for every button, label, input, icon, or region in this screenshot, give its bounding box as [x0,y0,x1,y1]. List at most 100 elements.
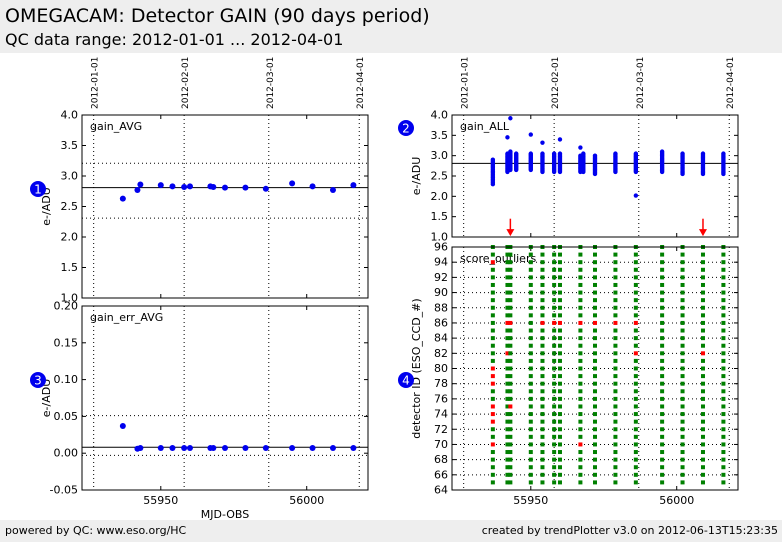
score-ok-marker [660,419,665,424]
score-ok-marker [660,298,665,303]
score-ok-marker [557,457,562,462]
p1-ytick-label: 1.0 [61,292,79,305]
p2-ytick-label: 1.0 [431,231,449,244]
score-ok-marker [540,290,545,295]
score-ok-marker [508,480,513,485]
score-ok-marker [660,336,665,341]
score-ok-marker [557,381,562,386]
gain-err-avg-point [329,445,336,452]
score-ok-marker [540,434,545,439]
score-ok-marker [721,313,726,318]
score-ok-marker [680,419,685,424]
gain-all-point [592,153,598,158]
score-ok-marker [552,358,557,363]
score-ok-marker [490,389,495,394]
gain-all-point [680,151,685,156]
gain-err-avg-point [169,445,176,452]
score-ok-marker [593,457,597,462]
score-ok-marker [505,336,510,341]
score-ok-marker [552,336,557,341]
score-ok-marker [700,358,705,363]
score-ok-marker [578,465,583,470]
gain-avg-point [309,183,316,190]
score-ok-marker [633,412,638,417]
score-ok-marker [721,472,726,477]
score-ok-marker [578,434,583,439]
score-outlier-marker [490,260,495,265]
score-ok-marker [505,404,510,409]
p3-xlabel: MJD-OBS [201,508,249,521]
score-ok-marker [528,419,533,424]
score-ok-marker [557,328,562,333]
score-ok-marker [633,260,638,265]
score-ok-marker [490,328,495,333]
score-ok-marker [613,457,618,462]
score-ok-marker [540,351,545,356]
gain-avg-point [157,182,164,189]
score-ok-marker [490,457,495,462]
score-outlier-marker [578,442,583,447]
score-ok-marker [508,267,513,272]
score-ok-marker [528,252,533,257]
score-ok-marker [721,374,726,379]
score-ok-marker [680,252,685,257]
score-ok-marker [508,465,513,470]
gain-err-avg-point [289,445,296,452]
score-ok-marker [721,351,726,356]
score-ok-marker [552,267,557,272]
score-ok-marker [552,389,557,394]
score-ok-marker [700,457,705,462]
score-ok-marker [680,336,685,341]
score-ok-marker [700,472,705,477]
score-ok-marker [490,305,495,310]
score-ok-marker [557,434,562,439]
score-ok-marker [721,358,726,363]
score-ok-marker [700,366,705,371]
score-ok-marker [505,389,510,394]
p4-ytick-label: 90 [434,286,448,299]
score-ok-marker [557,465,562,470]
page-subtitle: QC data range: 2012-01-01 ... 2012-04-01 [5,30,344,49]
score-ok-marker [633,381,638,386]
score-ok-marker [660,427,665,432]
score-ok-marker [613,351,618,356]
p1-date-label: 2012-01-01 [91,57,101,109]
score-ok-marker [633,450,638,455]
score-ok-marker [508,252,513,257]
score-ok-marker [578,389,583,394]
score-ok-marker [505,381,510,386]
score-ok-marker [578,313,583,318]
score-ok-marker [721,267,726,272]
score-ok-marker [508,396,513,401]
p1-ytick-label: 4.0 [61,109,79,122]
score-ok-marker [490,427,495,432]
score-ok-marker [508,260,513,265]
score-ok-marker [540,336,545,341]
score-ok-marker [508,434,513,439]
score-ok-marker [508,305,513,310]
score-ok-marker [633,328,638,333]
score-ok-marker [557,305,562,310]
score-ok-marker [593,366,597,371]
score-ok-marker [508,442,513,447]
score-ok-marker [613,343,618,348]
score-ok-marker [505,358,510,363]
score-ok-marker [660,260,665,265]
score-ok-marker [633,419,638,424]
score-ok-marker [633,366,638,371]
gain-all-point [613,151,618,156]
gain-all-point [551,151,557,156]
score-ok-marker [700,374,705,379]
score-ok-marker [680,396,685,401]
score-ok-marker [552,366,557,371]
p4-xtick-label: 55950 [513,494,548,507]
score-ok-marker [593,336,597,341]
score-ok-marker [721,298,726,303]
score-ok-marker [700,267,705,272]
score-ok-marker [505,275,510,280]
score-ok-marker [633,336,638,341]
score-ok-marker [700,434,705,439]
score-ok-marker [508,328,513,333]
gain-all-point [490,157,496,162]
score-ok-marker [721,389,726,394]
